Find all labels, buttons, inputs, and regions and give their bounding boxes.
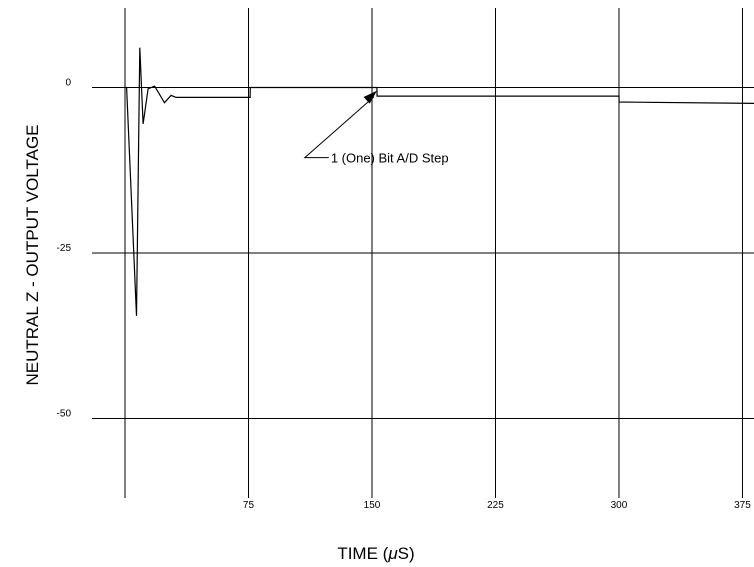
annotation-arrowhead bbox=[363, 90, 377, 104]
x-tick-label: 150 bbox=[364, 500, 381, 511]
x-axis-label: TIME (μS) bbox=[337, 544, 414, 563]
series-line bbox=[125, 47, 754, 316]
x-tick-labels: 75 150 225 300 375 bbox=[243, 500, 751, 511]
x-tick-label: 300 bbox=[611, 500, 628, 511]
x-axis-label-prefix: TIME ( bbox=[337, 544, 388, 563]
grid-lines bbox=[92, 8, 754, 498]
series-group bbox=[125, 47, 754, 316]
y-tick-labels: 0 -25 -50 bbox=[57, 77, 72, 419]
x-axis-label-suffix: S) bbox=[398, 544, 415, 563]
x-tick-label: 75 bbox=[243, 500, 255, 511]
annotation-text: 1 (One) Bit A/D Step bbox=[331, 151, 449, 166]
y-tick-label: 0 bbox=[65, 77, 71, 88]
x-tick-label: 225 bbox=[487, 500, 504, 511]
y-axis-label: NEUTRAL Z - OUTPUT VOLTAGE bbox=[23, 124, 42, 385]
x-tick-label: 375 bbox=[734, 500, 751, 511]
annotation-leader bbox=[303, 96, 375, 159]
y-tick-label: -25 bbox=[57, 243, 72, 254]
x-axis-label-mu: μ bbox=[387, 544, 398, 563]
annotations: 1 (One) Bit A/D Step bbox=[303, 90, 449, 166]
y-tick-label: -50 bbox=[57, 409, 72, 420]
